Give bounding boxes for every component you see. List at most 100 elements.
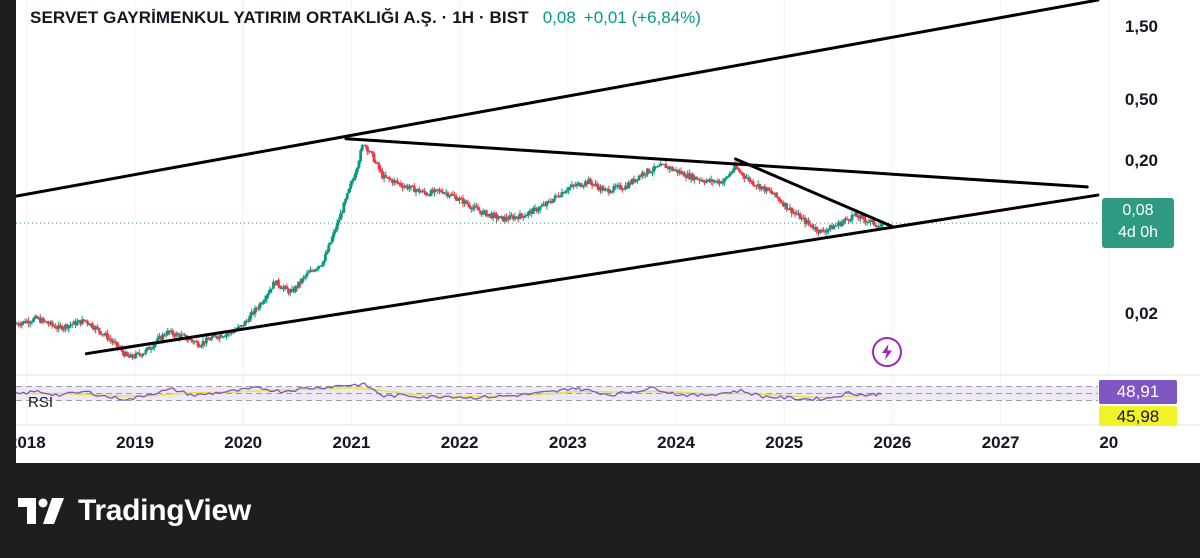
chart-card[interactable]: SERVET GAYRİMENKUL YATIRIM ORTAKLIĞI A.Ş…: [16, 0, 1200, 463]
candle-body: [32, 318, 36, 322]
candle-body: [515, 216, 519, 218]
candle-body: [136, 352, 139, 354]
candle-body: [42, 318, 46, 321]
rsi-label[interactable]: RSI: [28, 394, 54, 411]
candle-body: [666, 166, 669, 168]
candle-body: [521, 215, 525, 218]
candle-body: [850, 214, 854, 221]
candle-body: [731, 170, 735, 173]
candle-body: [347, 188, 351, 194]
candle-body: [741, 172, 745, 176]
candle-body: [770, 190, 773, 193]
candle-body: [22, 320, 25, 323]
candle-body: [520, 213, 524, 216]
candle-body: [568, 186, 572, 188]
candle-body: [355, 167, 359, 173]
lightning-icon[interactable]: [872, 337, 902, 367]
candle-body: [290, 289, 294, 291]
candle-body: [181, 334, 185, 336]
candle-body: [771, 192, 775, 195]
candle-body: [79, 320, 82, 325]
candle-body: [485, 210, 488, 217]
candle-body: [481, 210, 485, 215]
y-tick-label: 1,50: [1124, 17, 1158, 37]
candle-body: [612, 185, 616, 191]
candle-body: [209, 337, 213, 341]
candle-body: [543, 204, 547, 206]
candle-body: [738, 169, 742, 173]
x-tick-label: 2021: [332, 433, 371, 452]
candle-body: [862, 216, 866, 220]
candle-body: [280, 287, 284, 290]
candle-body: [426, 194, 430, 196]
candle-body: [572, 184, 576, 186]
candle-body: [114, 341, 118, 343]
candle-body: [865, 221, 869, 223]
candle-body: [104, 333, 108, 335]
candle-body: [231, 332, 235, 334]
candle-body: [223, 336, 227, 338]
candle-body: [583, 181, 587, 186]
candle-body: [736, 168, 740, 170]
candle-body: [525, 215, 529, 217]
chart-canvas[interactable]: [16, 0, 1200, 463]
candle-body: [739, 172, 743, 174]
candle-body: [746, 177, 750, 179]
candle-body: [302, 277, 306, 279]
candle-body: [533, 207, 537, 209]
candle-body: [699, 179, 703, 181]
candle-body: [637, 175, 641, 181]
candle-body: [640, 172, 644, 177]
candle-body: [852, 214, 856, 216]
y-tick-label: 0,20: [1124, 151, 1158, 171]
candle-body: [488, 213, 492, 215]
candle-body: [483, 210, 487, 212]
candle-body: [557, 195, 560, 197]
candle-body: [468, 204, 472, 208]
candle-body: [835, 225, 839, 227]
candle-body: [69, 324, 72, 326]
candle-body: [615, 185, 619, 187]
candle-body: [625, 185, 629, 189]
candle-body: [671, 167, 674, 171]
candle-body: [45, 321, 49, 324]
candle-body: [758, 184, 762, 190]
candle-body: [857, 216, 861, 219]
candle-body: [345, 193, 349, 200]
candle-body: [620, 189, 624, 191]
candle-body: [421, 190, 425, 192]
candle-body: [121, 348, 124, 353]
candle-body: [496, 218, 500, 220]
candle-body: [270, 288, 274, 290]
candle-body: [139, 354, 143, 356]
candle-body: [221, 336, 225, 338]
candle-body: [781, 202, 785, 207]
candle-body: [208, 339, 212, 341]
candle-body: [681, 172, 685, 174]
symbol-title[interactable]: SERVET GAYRİMENKUL YATIRIM ORTAKLIĞI A.Ş…: [30, 8, 529, 27]
candle-body: [788, 207, 792, 210]
candle-body: [624, 185, 628, 189]
last-price-value: 0,08: [1122, 202, 1154, 219]
candle-body: [57, 325, 61, 329]
candle-body: [218, 335, 222, 339]
candle-body: [241, 324, 245, 327]
candle-body: [614, 185, 617, 187]
candle-body: [80, 319, 84, 325]
candle-body: [703, 181, 706, 183]
x-tick-label: 20: [1099, 433, 1119, 452]
candle-body: [880, 223, 884, 227]
candle-body: [95, 326, 99, 328]
candle-body: [786, 208, 790, 210]
candle-body: [501, 216, 505, 222]
candle-body: [694, 176, 698, 180]
candle-body: [25, 320, 29, 324]
candle-body: [810, 224, 814, 228]
candle-body: [201, 341, 205, 346]
candle-body: [335, 222, 339, 230]
candle-body: [464, 200, 468, 204]
candle-body: [329, 242, 332, 245]
candle-body: [714, 180, 718, 182]
candle-body: [253, 307, 257, 315]
candle-body: [17, 323, 20, 325]
